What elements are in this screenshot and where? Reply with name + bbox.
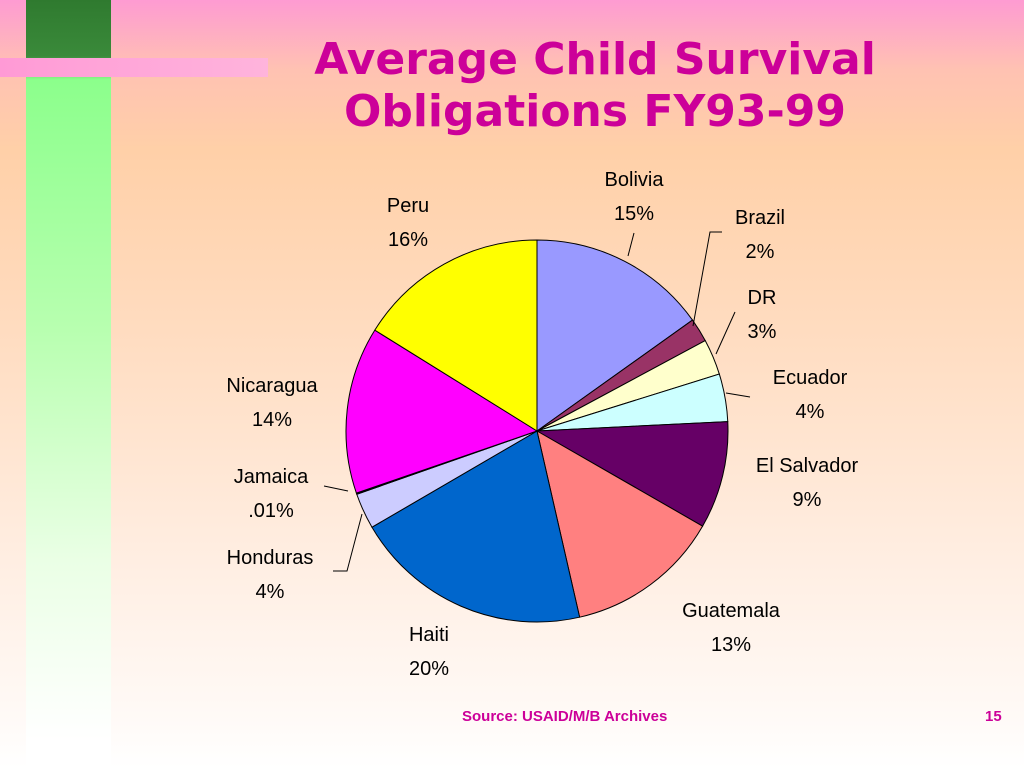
slice-label-percent: 3% (748, 321, 777, 343)
decorative-pink-strip (0, 58, 268, 77)
slice-label-name: Jamaica (234, 466, 309, 488)
slide-title-line1: Average Child Survival (314, 34, 876, 85)
slice-label-percent: 13% (711, 634, 751, 656)
pie-slice-bolivia (536, 239, 694, 432)
decorative-green-bar (26, 0, 111, 768)
leader-line-honduras (333, 513, 363, 572)
slice-label-name: DR (748, 287, 777, 309)
pie-slice-el-salvador (535, 421, 729, 527)
leader-line-bolivia (627, 232, 635, 257)
slice-label-name: Brazil (735, 207, 785, 229)
slice-label-percent: 4% (256, 581, 285, 603)
pie-slice-peru (374, 239, 538, 432)
slice-label-name: Guatemala (682, 600, 781, 622)
slice-label-percent: .01% (248, 500, 294, 522)
slide-title-line2: Obligations FY93-99 (343, 86, 847, 137)
slice-label-percent: 9% (793, 489, 822, 511)
source-note: Source: USAID/M/B Archives (462, 708, 668, 725)
slice-label-name: Peru (387, 195, 429, 217)
slice-label-percent: 16% (388, 229, 428, 251)
slice-label-name: Ecuador (773, 367, 848, 389)
leader-line-brazil (692, 231, 722, 327)
slide-title: Average Child Survival Obligations FY93-… (230, 34, 960, 138)
slice-label-name: El Salvador (756, 455, 859, 477)
pie-slice-nicaragua (345, 329, 539, 494)
slice-label-name: Bolivia (605, 169, 665, 191)
leader-line-ecuador (725, 392, 751, 398)
leader-line-jamaica (323, 485, 349, 492)
leader-line-dr (715, 311, 736, 355)
slice-label-percent: 4% (796, 401, 825, 423)
pie-slice-guatemala (536, 429, 704, 618)
slice-label-percent: 15% (614, 203, 654, 225)
slice-label-name: Haiti (409, 624, 449, 646)
slice-label-name: Honduras (227, 547, 314, 569)
page-number: 15 (985, 708, 1002, 725)
slice-label-name: Nicaragua (226, 375, 318, 397)
slice-label-percent: 20% (409, 658, 449, 680)
pie-slice-haiti (371, 430, 581, 623)
slice-label-percent: 14% (252, 409, 292, 431)
slice-label-percent: 2% (746, 241, 775, 263)
